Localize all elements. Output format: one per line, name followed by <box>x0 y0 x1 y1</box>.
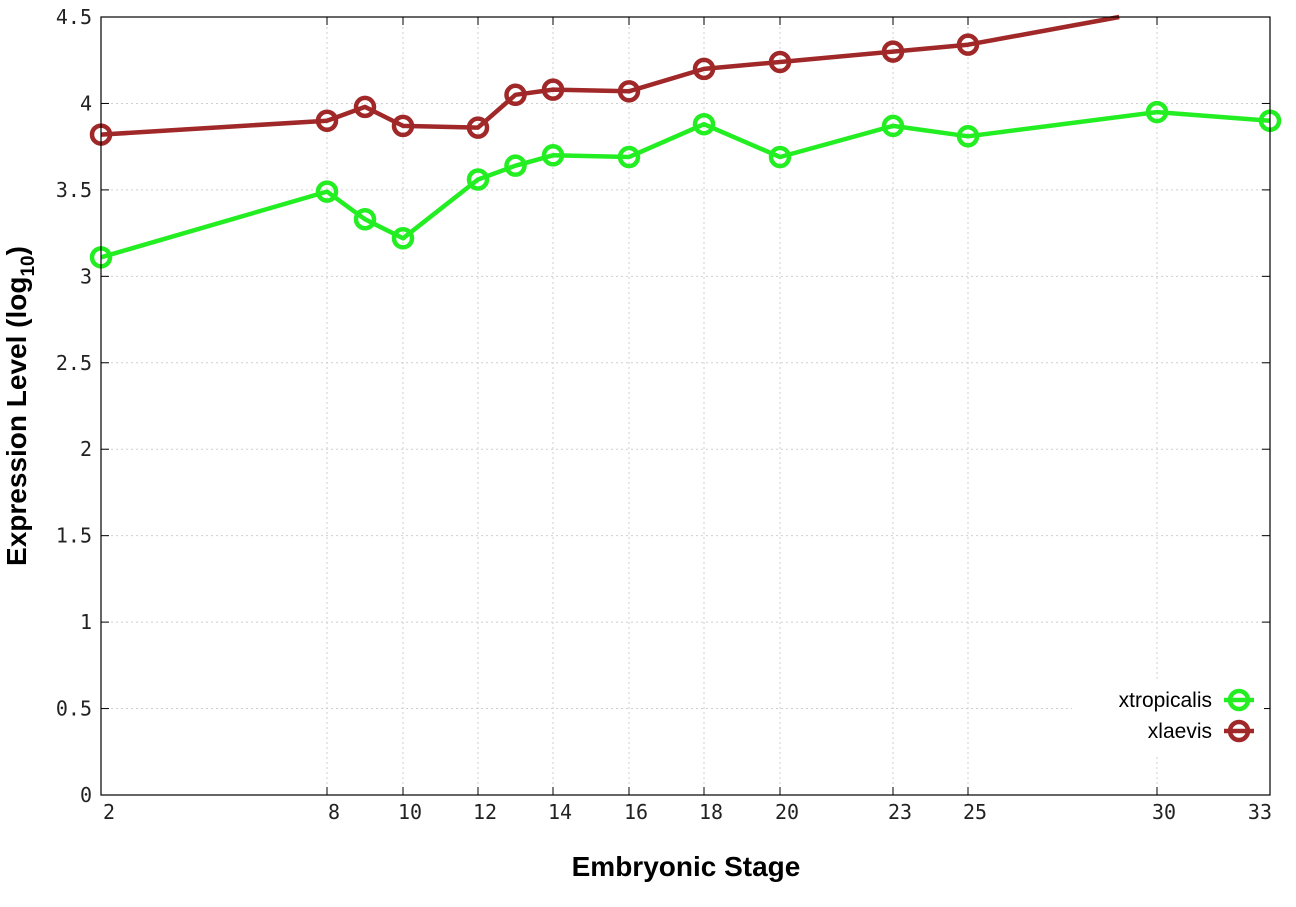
y-tick-label: 4 <box>80 91 92 115</box>
y-axis-ticks: 0 0.5 1 1.5 2 2.5 3 3.5 4 4.5 <box>56 5 1270 807</box>
y-tick-label: 1.5 <box>56 524 92 548</box>
x-tick-label: 16 <box>624 800 648 824</box>
y-tick-label: 2 <box>80 437 92 461</box>
series-line-xtropicalis <box>100 109 1271 260</box>
x-tick-label: 30 <box>1152 800 1176 824</box>
series-layer <box>89 14 1282 269</box>
data-point-xlaevis <box>504 83 527 107</box>
x-tick-label: 23 <box>888 800 912 824</box>
series-line-xlaevis <box>100 14 1120 137</box>
data-point-xtropicalis <box>956 125 980 148</box>
y-tick-label: 3 <box>80 264 92 288</box>
series-xtropicalis <box>89 100 1282 269</box>
y-tick-label: 2.5 <box>56 351 92 375</box>
data-point-xtropicalis <box>391 227 415 250</box>
data-point-xlaevis <box>617 80 641 103</box>
series-xlaevis <box>89 14 1120 146</box>
data-point-xlaevis <box>692 57 716 81</box>
x-tick-label: 10 <box>398 800 422 824</box>
legend-marker-xtropicalis <box>1227 688 1251 712</box>
y-tick-label: 0 <box>80 783 92 807</box>
data-point-xlaevis <box>466 116 490 139</box>
x-tick-label: 20 <box>775 800 799 824</box>
y-tick-label: 4.5 <box>56 5 92 29</box>
data-point-xtropicalis <box>692 112 716 136</box>
data-point-xtropicalis <box>881 114 905 138</box>
x-axis-ticks: 2 8 10 12 14 16 18 20 23 25 30 33 <box>100 17 1272 824</box>
x-axis-title: Embryonic Stage <box>572 851 801 882</box>
y-tick-label: 0.5 <box>56 697 92 721</box>
x-tick-label: 14 <box>548 800 572 824</box>
data-point-xlaevis <box>541 78 565 101</box>
x-tick-label: 18 <box>699 800 723 824</box>
x-tick-label: 8 <box>328 800 340 824</box>
data-point-xtropicalis <box>617 145 641 169</box>
data-point-xlaevis <box>391 114 415 138</box>
data-point-xtropicalis <box>466 168 490 191</box>
data-point-xtropicalis <box>353 208 377 231</box>
x-tick-label: 25 <box>963 800 987 824</box>
data-point-xtropicalis <box>315 180 339 203</box>
y-axis-title: Expression Level (log10) <box>1 246 39 566</box>
data-point-xlaevis <box>956 33 980 56</box>
data-point-xlaevis <box>315 109 339 132</box>
data-point-xtropicalis <box>504 154 527 177</box>
y-tick-label: 1 <box>80 610 92 634</box>
x-tick-label: 33 <box>1248 800 1272 824</box>
data-point-xtropicalis <box>768 145 792 169</box>
data-point-xtropicalis <box>541 144 565 167</box>
x-tick-label: 2 <box>103 800 115 824</box>
legend: xtropicalis xlaevis <box>1072 680 1264 756</box>
legend-label-xlaevis: xlaevis <box>1148 720 1212 743</box>
data-point-xtropicalis <box>1145 100 1169 124</box>
data-point-xlaevis <box>881 40 905 63</box>
data-point-xlaevis <box>353 95 377 119</box>
legend-label-xtropicalis: xtropicalis <box>1119 689 1212 712</box>
plot-frame <box>100 16 1271 796</box>
legend-marker-xlaevis <box>1227 719 1251 743</box>
y-tick-label: 3.5 <box>56 178 92 202</box>
data-point-xlaevis <box>768 50 792 74</box>
x-tick-label: 12 <box>473 800 497 824</box>
